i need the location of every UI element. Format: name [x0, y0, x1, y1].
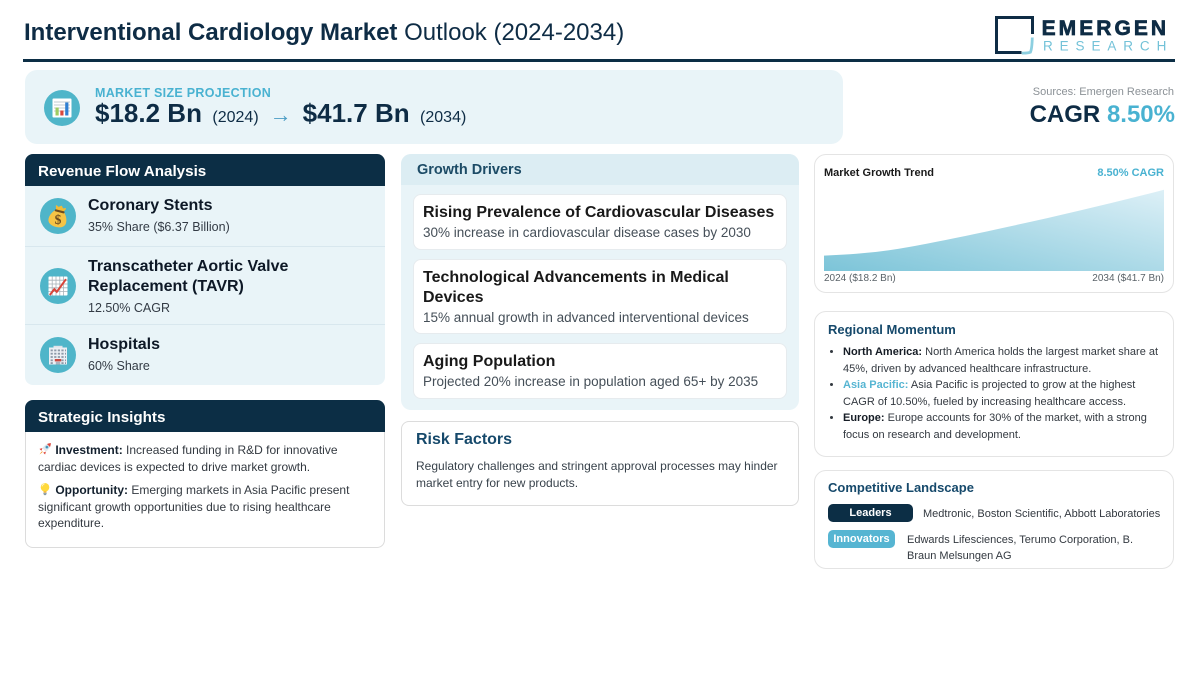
- svg-text:EMERGEN: EMERGEN: [1042, 17, 1170, 40]
- svg-text:RESEARCH: RESEARCH: [1043, 39, 1173, 54]
- svg-text:$: $: [55, 212, 62, 227]
